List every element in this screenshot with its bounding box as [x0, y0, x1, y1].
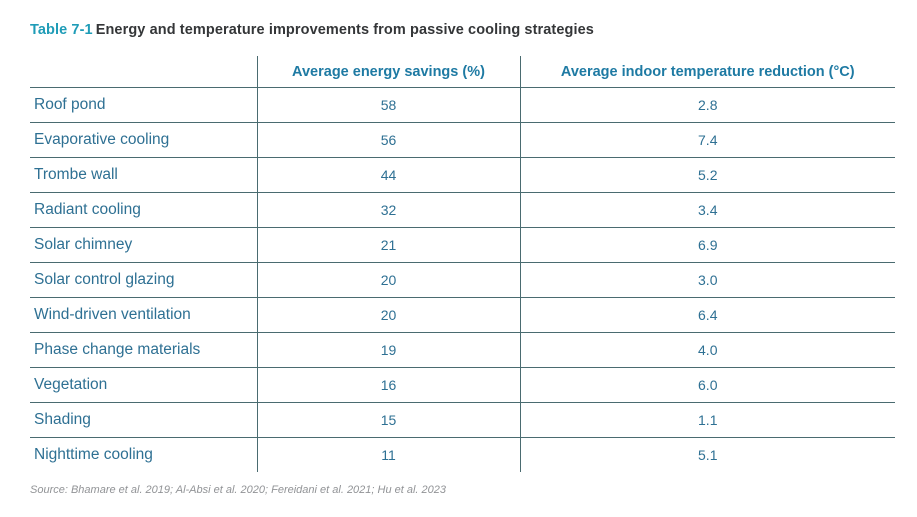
table-row: Wind-driven ventilation 20 6.4 [30, 297, 895, 333]
energy-savings-cell: 21 [256, 227, 520, 263]
strategy-cell: Roof pond [30, 87, 257, 123]
strategy-cell: Vegetation [30, 367, 257, 403]
strategy-cell: Solar chimney [30, 227, 257, 263]
temp-reduction-cell: 6.9 [519, 227, 895, 263]
temp-reduction-cell: 6.0 [519, 367, 895, 403]
temp-reduction-cell: 2.8 [519, 87, 895, 123]
strategy-cell: Shading [30, 402, 257, 438]
energy-savings-cell: 15 [256, 402, 520, 438]
energy-savings-cell: 20 [256, 297, 520, 333]
strategy-cell: Phase change materials [30, 332, 257, 368]
table-row: Roof pond 58 2.8 [30, 87, 895, 123]
table-row: Trombe wall 44 5.2 [30, 157, 895, 193]
energy-savings-cell: 58 [256, 87, 520, 123]
page-title: Table 7-1 Energy and temperature improvem… [30, 22, 917, 38]
table-row: Evaporative cooling 56 7.4 [30, 122, 895, 158]
column-header-energy-savings: Average energy savings (%) [256, 56, 520, 88]
table-row: Phase change materials 19 4.0 [30, 332, 895, 368]
table-row: Nighttime cooling 11 5.1 [30, 437, 895, 472]
table-row: Radiant cooling 32 3.4 [30, 192, 895, 228]
strategy-cell: Radiant cooling [30, 192, 257, 228]
column-header-temp-reduction: Average indoor temperature reduction (°C… [519, 56, 895, 88]
header-row: Average energy savings (%) Average indoo… [30, 56, 895, 88]
strategy-cell: Solar control glazing [30, 262, 257, 298]
column-header-strategy [30, 56, 257, 88]
temp-reduction-cell: 6.4 [519, 297, 895, 333]
source-note: Source: Bhamare et al. 2019; Al-Absi et … [30, 484, 447, 496]
energy-savings-cell: 11 [256, 437, 520, 472]
energy-savings-cell: 16 [256, 367, 520, 403]
energy-savings-cell: 19 [256, 332, 520, 368]
table-number-label: Table 7-1 [30, 22, 93, 38]
energy-savings-cell: 56 [256, 122, 520, 158]
temp-reduction-cell: 3.4 [519, 192, 895, 228]
temp-reduction-cell: 4.0 [519, 332, 895, 368]
energy-savings-cell: 44 [256, 157, 520, 193]
temp-reduction-cell: 1.1 [519, 402, 895, 438]
temp-reduction-cell: 5.2 [519, 157, 895, 193]
energy-savings-cell: 32 [256, 192, 520, 228]
strategy-cell: Wind-driven ventilation [30, 297, 257, 333]
strategy-cell: Evaporative cooling [30, 122, 257, 158]
strategy-cell: Nighttime cooling [34, 446, 153, 463]
energy-savings-cell: 20 [256, 262, 520, 298]
temp-reduction-cell: 3.0 [519, 262, 895, 298]
table-title-text: Energy and temperature improvements from… [95, 22, 594, 38]
passive-cooling-table: Average energy savings (%) Average indoo… [30, 56, 895, 472]
table-row: Solar control glazing 20 3.0 [30, 262, 895, 298]
temp-reduction-cell: 7.4 [519, 122, 895, 158]
temp-reduction-cell: 5.1 [519, 437, 895, 472]
strategy-cell: Trombe wall [30, 157, 257, 193]
table-row: Shading 15 1.1 [30, 402, 895, 438]
table-row: Vegetation 16 6.0 [30, 367, 895, 403]
table-row: Solar chimney 21 6.9 [30, 227, 895, 263]
